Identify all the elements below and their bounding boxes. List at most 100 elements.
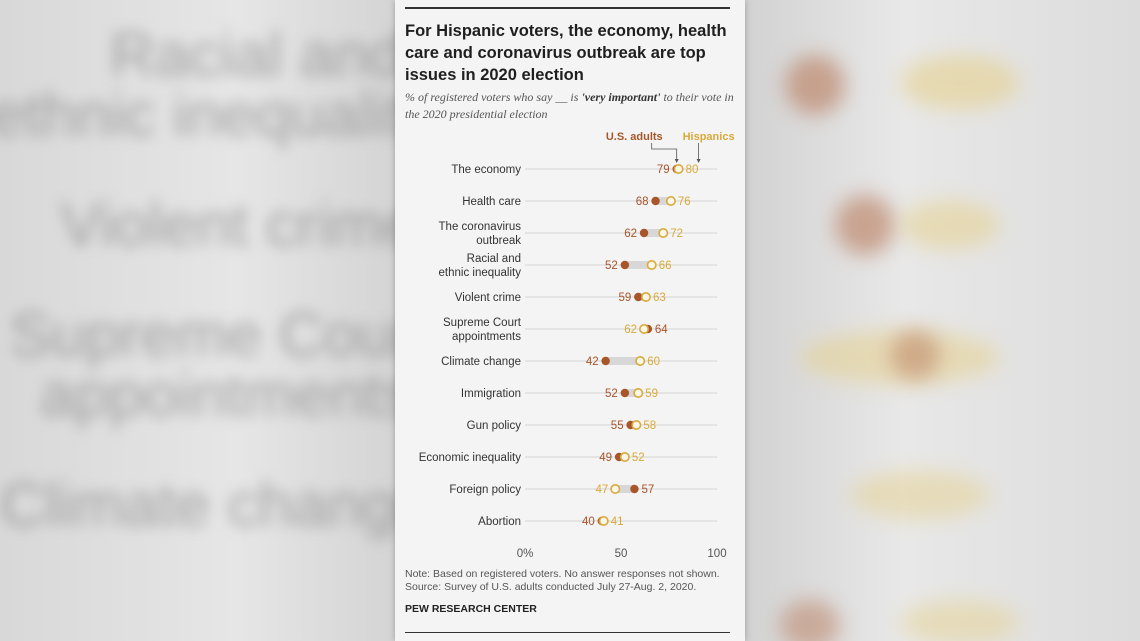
dot-us-adults	[651, 196, 660, 206]
category-label: The coronavirus	[439, 221, 522, 233]
dot-hispanics	[665, 196, 676, 207]
subtitle-emphasis: 'very important'	[581, 90, 661, 104]
category-label: Immigration	[461, 388, 521, 400]
dot-hispanics	[639, 324, 650, 335]
value-label-us-adults: 57	[641, 484, 654, 496]
value-label-us-adults: 52	[605, 388, 618, 400]
category-label: outbreak	[476, 235, 521, 247]
top-rule	[405, 7, 730, 9]
value-label-us-adults: 40	[582, 516, 595, 528]
blurred-text: Violent crime	[60, 191, 418, 260]
x-tick-label: 50	[615, 548, 628, 560]
category-label: Gun policy	[467, 420, 522, 432]
blurred-text: appointments	[40, 361, 413, 430]
category-label: Foreign policy	[449, 484, 521, 496]
dot-us-adults	[601, 356, 610, 366]
value-label-hispanics: 52	[632, 452, 645, 464]
dot-us-adults	[639, 228, 649, 238]
range-bar	[615, 485, 635, 493]
value-label-hispanics: 76	[678, 196, 691, 208]
dot-hispanics	[631, 419, 642, 430]
value-label-us-adults: 68	[636, 196, 649, 208]
value-label-hispanics: 60	[647, 356, 660, 368]
footer-credit: PEW RESEARCH CENTER	[405, 603, 537, 615]
x-tick-label: 0%	[517, 548, 534, 560]
value-label-hispanics: 62	[624, 324, 637, 336]
value-label-hispanics: 58	[643, 420, 656, 432]
dot-hispanics	[640, 292, 651, 303]
value-label-hispanics: 41	[611, 516, 624, 528]
range-bar	[605, 357, 641, 365]
dot-us-adults	[620, 388, 630, 398]
value-label-us-adults: 55	[611, 420, 624, 432]
dot-hispanics	[633, 387, 644, 398]
dot-hispanics	[673, 163, 684, 174]
category-label: Racial and	[467, 253, 521, 265]
dot-us-adults	[634, 292, 643, 302]
blurred-dot	[900, 200, 1000, 250]
value-label-us-adults: 59	[618, 292, 631, 304]
legend-leader-us	[651, 143, 678, 161]
chart-note: Note: Based on registered voters. No ans…	[405, 568, 735, 594]
note-text: Note: Based on registered voters. No ans…	[405, 568, 720, 580]
legend-us-adults: U.S. adults	[606, 131, 663, 143]
background-left	[0, 0, 395, 641]
blurred-dot	[850, 470, 990, 520]
blurred-text: Climate change	[0, 471, 431, 540]
blurred-dot	[780, 600, 840, 641]
subtitle-post: to their vote in the 2020 presidential e…	[405, 90, 734, 121]
value-label-us-adults: 42	[586, 356, 599, 368]
legend-arrow-us	[674, 159, 679, 163]
value-label-us-adults: 79	[657, 164, 670, 176]
range-bar	[624, 261, 652, 269]
blurred-dot	[785, 55, 845, 115]
blurred-text: ethnic inequality	[0, 81, 435, 150]
legend-arrow-hispanics	[696, 159, 701, 163]
legend-hispanics: Hispanics	[683, 131, 735, 143]
chart-card	[395, 0, 745, 641]
category-label: Abortion	[478, 516, 521, 528]
dot-hispanics	[635, 356, 646, 367]
dot-hispanics	[610, 483, 621, 494]
category-label: The economy	[451, 164, 521, 176]
value-label-hispanics: 72	[670, 228, 683, 240]
dot-hispanics	[619, 451, 630, 462]
dot-hispanics	[658, 228, 669, 239]
category-label: Violent crime	[455, 292, 521, 304]
x-tick-label: 100	[707, 548, 726, 560]
value-label-hispanics: 80	[686, 164, 699, 176]
dot-us-adults	[620, 260, 630, 270]
source-text: Source: Survey of U.S. adults conducted …	[405, 581, 697, 593]
chart-title: For Hispanic voters, the economy, health…	[405, 22, 727, 84]
dot-hispanics	[646, 260, 657, 271]
value-label-us-adults: 49	[599, 452, 612, 464]
blurred-dot	[900, 55, 1020, 110]
range-bar	[655, 197, 671, 205]
blurred-text: Supreme Court	[10, 301, 431, 370]
blurred-text: Racial and	[110, 21, 403, 90]
value-label-us-adults: 52	[605, 260, 618, 272]
value-label-hispanics: 47	[595, 484, 608, 496]
value-label-hispanics: 59	[645, 388, 658, 400]
category-label: appointments	[452, 331, 521, 343]
subtitle-pre: % of registered voters who say __ is	[405, 90, 582, 104]
dot-hispanics	[598, 515, 609, 526]
category-label: Economic inequality	[419, 452, 522, 464]
value-label-us-adults: 62	[624, 228, 637, 240]
value-label-hispanics: 66	[659, 260, 672, 272]
dot-plot-chart: U.S. adults Hispanics The economy 79 80 Healt…	[419, 131, 735, 560]
blurred-dot	[835, 195, 895, 255]
range-bar	[644, 229, 664, 237]
bottom-rule	[405, 632, 730, 633]
chart-subtitle: % of registered voters who say __ is 've…	[405, 89, 735, 123]
category-label: Climate change	[441, 356, 521, 368]
value-label-hispanics: 63	[653, 292, 666, 304]
blurred-dot	[890, 330, 940, 380]
category-label: Supreme Court	[443, 317, 522, 329]
range-bar	[624, 389, 639, 397]
category-label: Health care	[462, 196, 521, 208]
blurred-dot	[900, 600, 1020, 641]
category-label: ethnic inequality	[439, 267, 522, 279]
value-label-us-adults: 64	[655, 324, 668, 336]
